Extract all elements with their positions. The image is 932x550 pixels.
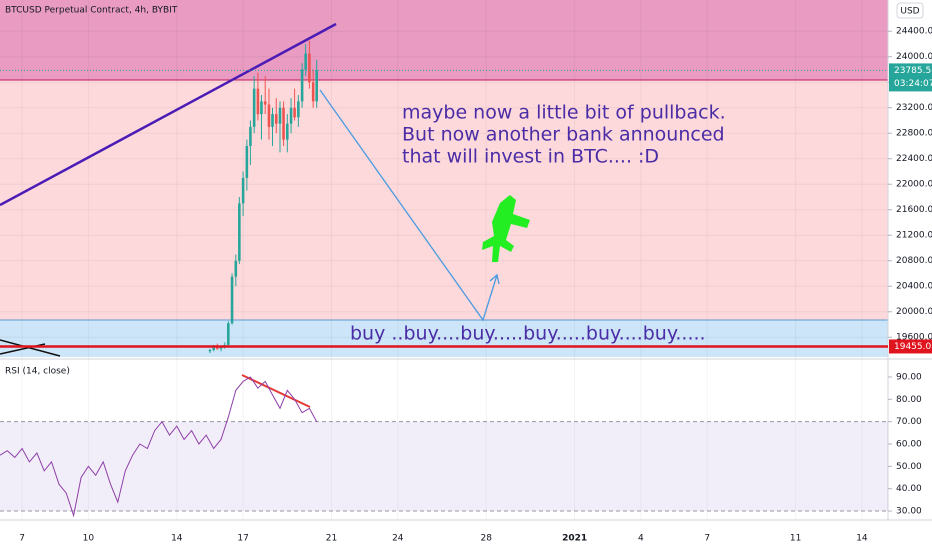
candle-body [282,107,285,140]
y-tick-label: 50.00 [896,462,922,472]
y-tick-label: 23200.0 [896,103,932,113]
y-tick-label: 90.00 [896,372,922,382]
x-tick-label: 24 [392,534,404,544]
candle-body [274,114,278,124]
arrow-head [489,273,500,285]
trend-line [0,22,337,207]
y-tick-label: 22000.0 [896,180,932,190]
y-tick-label: 80.00 [896,395,922,405]
candle-body [263,101,267,105]
y-tick-label: 24000.0 [896,52,932,62]
x-tick-label: 7 [704,534,710,544]
x-tick-label: 10 [83,534,95,544]
x-tick-label: 14 [171,534,183,544]
range-zone [0,80,888,320]
x-tick-label: 4 [638,534,644,544]
x-tick-label: 14 [856,534,868,544]
candle-body [289,107,293,124]
y-tick-label: 20000.0 [896,307,932,317]
annotation: But now another bank announced [402,124,725,146]
x-tick-label: 17 [237,534,248,544]
candle-body [215,346,219,349]
candle-body [238,203,241,261]
y-tick-label: 22400.0 [896,154,932,164]
currency-badge[interactable] [896,2,924,19]
buy-text: buy ..buy....buy.....buy.....buy....buy.… [350,323,706,345]
y-tick-label: 22800.0 [896,129,932,139]
y-tick-label: 21600.0 [896,205,932,215]
buy-zone [0,320,888,357]
x-tick-label: 28 [480,534,492,544]
candle-body [315,70,318,102]
candle-body [308,53,311,83]
candle-body [304,53,307,70]
candle-body [212,346,216,350]
candle-body [300,69,304,102]
candle-body [230,276,234,324]
y-tick-label: 40.00 [896,484,922,494]
y-tick-label: 30.00 [896,507,922,517]
countdown: 03:24:07 [894,79,932,89]
candle-body [219,347,223,349]
annotation: maybe now a little bit of pullback. [402,102,726,124]
y-tick-label: 21200.0 [896,231,932,241]
x-tick-label: 11 [790,534,801,544]
candle-body [271,114,274,127]
x-tick-label: 7 [19,534,25,544]
y-tick-label: 20400.0 [896,282,932,292]
support-price-box [889,339,932,354]
x-tick-label: 21 [326,534,337,544]
candle-body [297,101,300,118]
y-tick-label: 20800.0 [896,256,932,266]
symbol: BTCUSD Perpetual Contract, 4h, BYBIT [5,6,178,16]
last-price: 23785.5 [894,66,931,76]
candle-body [208,349,212,352]
candle-body [286,123,289,140]
candle-body [260,101,263,115]
candle-body [234,260,238,277]
candle-body [293,107,296,118]
candle-body [278,107,282,124]
y-tick-label: 60.00 [896,440,922,450]
candle-body [267,104,271,127]
last-price-box [889,63,932,92]
candle-body [311,82,315,102]
y-tick-label: 24400.0 [896,27,932,37]
rsi-band [0,421,888,512]
y-tick-label: 70.00 [896,417,922,427]
airplane-icon [482,195,530,262]
currency: USD [900,7,919,17]
support-price: 19455.0 [894,342,931,352]
candle-body [252,88,256,127]
y-tick-label: 19600.0 [896,333,932,343]
annotation: that will invest in BTC.... :D [402,146,659,168]
candle-body [227,323,230,345]
divergence-line [241,374,311,408]
candle-body [241,177,245,204]
projection-arrow [319,89,498,322]
candle-body [245,145,249,178]
x-tick-label: 2021 [562,534,587,544]
rsi-line [0,376,318,518]
resistance-zone [0,0,888,80]
rsi-title: RSI (14, close) [5,367,70,377]
candle-body [249,126,252,146]
candle-body [256,88,260,115]
